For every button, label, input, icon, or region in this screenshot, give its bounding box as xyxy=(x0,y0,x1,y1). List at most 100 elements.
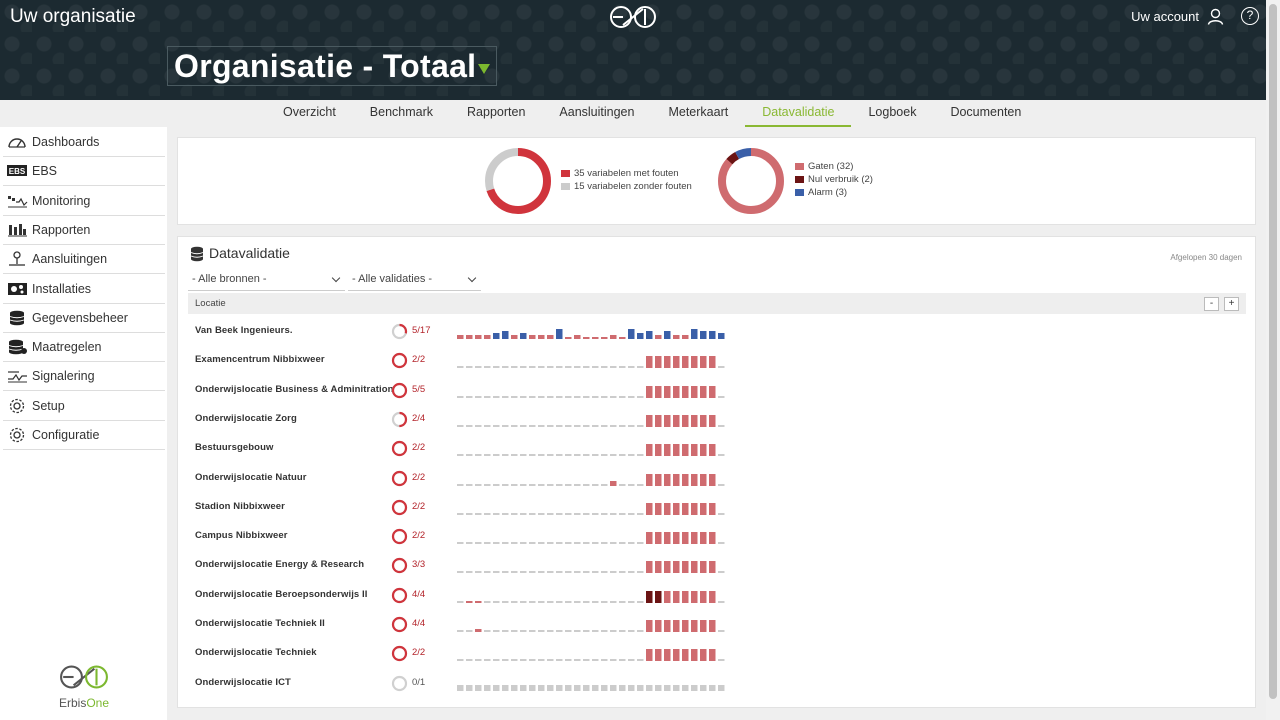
day-bar[interactable] xyxy=(664,561,671,574)
day-bar[interactable] xyxy=(466,542,473,545)
day-bar[interactable] xyxy=(664,385,671,398)
day-bar[interactable] xyxy=(646,444,653,457)
day-bar[interactable] xyxy=(664,473,671,486)
day-bar[interactable] xyxy=(691,329,698,339)
day-bar[interactable] xyxy=(619,571,626,574)
scrollbar-thumb[interactable] xyxy=(1269,4,1277,699)
day-bar[interactable] xyxy=(628,329,635,339)
day-bar[interactable] xyxy=(664,444,671,457)
day-bar[interactable] xyxy=(520,424,527,427)
day-bar[interactable] xyxy=(565,512,572,515)
table-row[interactable]: Stadion Nibbixweer 2/2 xyxy=(188,493,1246,522)
day-bar[interactable] xyxy=(529,454,536,457)
legend-item[interactable]: 35 variabelen met fouten xyxy=(561,167,692,180)
day-bar[interactable] xyxy=(466,571,473,574)
day-bar[interactable] xyxy=(601,337,608,339)
day-bar[interactable] xyxy=(610,395,617,398)
day-bar[interactable] xyxy=(637,571,644,574)
day-bar[interactable] xyxy=(628,483,635,486)
day-bar[interactable] xyxy=(457,483,464,486)
day-bar[interactable] xyxy=(628,542,635,545)
day-bar[interactable] xyxy=(547,630,554,632)
day-bar[interactable] xyxy=(493,542,500,545)
location-name[interactable]: Van Beek Ingenieurs. xyxy=(195,325,293,336)
day-bar[interactable] xyxy=(520,333,527,339)
day-bar[interactable] xyxy=(583,600,590,603)
table-row[interactable]: Onderwijslocatie ICT 0/1 xyxy=(188,669,1246,698)
day-bar[interactable] xyxy=(664,331,671,339)
day-bar[interactable] xyxy=(601,395,608,398)
day-bar[interactable] xyxy=(502,454,509,457)
day-bar[interactable] xyxy=(601,454,608,457)
day-bar[interactable] xyxy=(538,630,545,632)
day-bar[interactable] xyxy=(592,542,599,545)
day-bar[interactable] xyxy=(646,590,653,603)
day-bar[interactable] xyxy=(457,335,464,339)
day-bar[interactable] xyxy=(565,366,572,369)
day-bar[interactable] xyxy=(538,600,545,603)
dropdown-caret-icon[interactable] xyxy=(478,64,491,74)
table-row[interactable]: Campus Nibbixweer 2/2 xyxy=(188,522,1246,551)
day-bar[interactable] xyxy=(709,473,716,486)
account-menu[interactable]: Uw account xyxy=(1131,8,1224,25)
day-bar[interactable] xyxy=(700,331,707,339)
day-bar[interactable] xyxy=(502,600,509,603)
location-name[interactable]: Bestuursgebouw xyxy=(195,442,274,454)
day-bar[interactable] xyxy=(619,483,626,486)
day-bar[interactable] xyxy=(610,571,617,574)
day-bar[interactable] xyxy=(619,512,626,515)
day-bar[interactable] xyxy=(502,542,509,545)
day-bar[interactable] xyxy=(655,561,662,574)
day-bar[interactable] xyxy=(700,385,707,398)
day-bar[interactable] xyxy=(484,366,491,369)
day-bar[interactable] xyxy=(475,512,482,515)
daily-validation-bars[interactable] xyxy=(456,409,726,429)
tab-datavalidatie[interactable]: Datavalidatie xyxy=(745,100,852,127)
daily-validation-bars[interactable] xyxy=(456,497,726,517)
page-scrollbar[interactable] xyxy=(1266,0,1280,720)
day-bar[interactable] xyxy=(691,356,698,369)
day-bar[interactable] xyxy=(718,630,725,632)
table-row[interactable]: Onderwijslocatie Techniek II 4/4 xyxy=(188,610,1246,639)
daily-validation-bars[interactable] xyxy=(456,585,726,605)
day-bar[interactable] xyxy=(709,385,716,398)
day-bar[interactable] xyxy=(637,684,644,691)
day-bar[interactable] xyxy=(466,684,473,691)
day-bar[interactable] xyxy=(511,659,518,662)
day-bar[interactable] xyxy=(682,532,689,545)
day-bar[interactable] xyxy=(520,454,527,457)
day-bar[interactable] xyxy=(538,684,545,691)
day-bar[interactable] xyxy=(673,385,680,398)
day-bar[interactable] xyxy=(511,512,518,515)
day-bar[interactable] xyxy=(484,630,491,632)
day-bar[interactable] xyxy=(619,395,626,398)
day-bar[interactable] xyxy=(628,684,635,691)
day-bar[interactable] xyxy=(619,659,626,662)
location-name[interactable]: Campus Nibbixweer xyxy=(195,530,288,542)
day-bar[interactable] xyxy=(493,333,500,339)
day-bar[interactable] xyxy=(529,395,536,398)
day-bar[interactable] xyxy=(475,629,482,632)
organisation-name[interactable]: Uw organisatie xyxy=(10,6,136,27)
day-bar[interactable] xyxy=(529,630,536,632)
day-bar[interactable] xyxy=(520,600,527,603)
day-bar[interactable] xyxy=(547,542,554,545)
day-bar[interactable] xyxy=(574,512,581,515)
day-bar[interactable] xyxy=(655,649,662,662)
day-bar[interactable] xyxy=(520,395,527,398)
day-bar[interactable] xyxy=(565,483,572,486)
daily-validation-bars[interactable] xyxy=(456,555,726,575)
day-bar[interactable] xyxy=(637,333,644,339)
day-bar[interactable] xyxy=(700,649,707,662)
sidebar-item-maatregelen[interactable]: Maatregelen xyxy=(3,333,165,363)
day-bar[interactable] xyxy=(664,502,671,515)
day-bar[interactable] xyxy=(718,659,725,662)
day-bar[interactable] xyxy=(556,329,563,339)
day-bar[interactable] xyxy=(691,502,698,515)
day-bar[interactable] xyxy=(709,684,716,691)
day-bar[interactable] xyxy=(583,366,590,369)
day-bar[interactable] xyxy=(502,331,509,339)
day-bar[interactable] xyxy=(529,571,536,574)
day-bar[interactable] xyxy=(556,424,563,427)
day-bar[interactable] xyxy=(619,542,626,545)
